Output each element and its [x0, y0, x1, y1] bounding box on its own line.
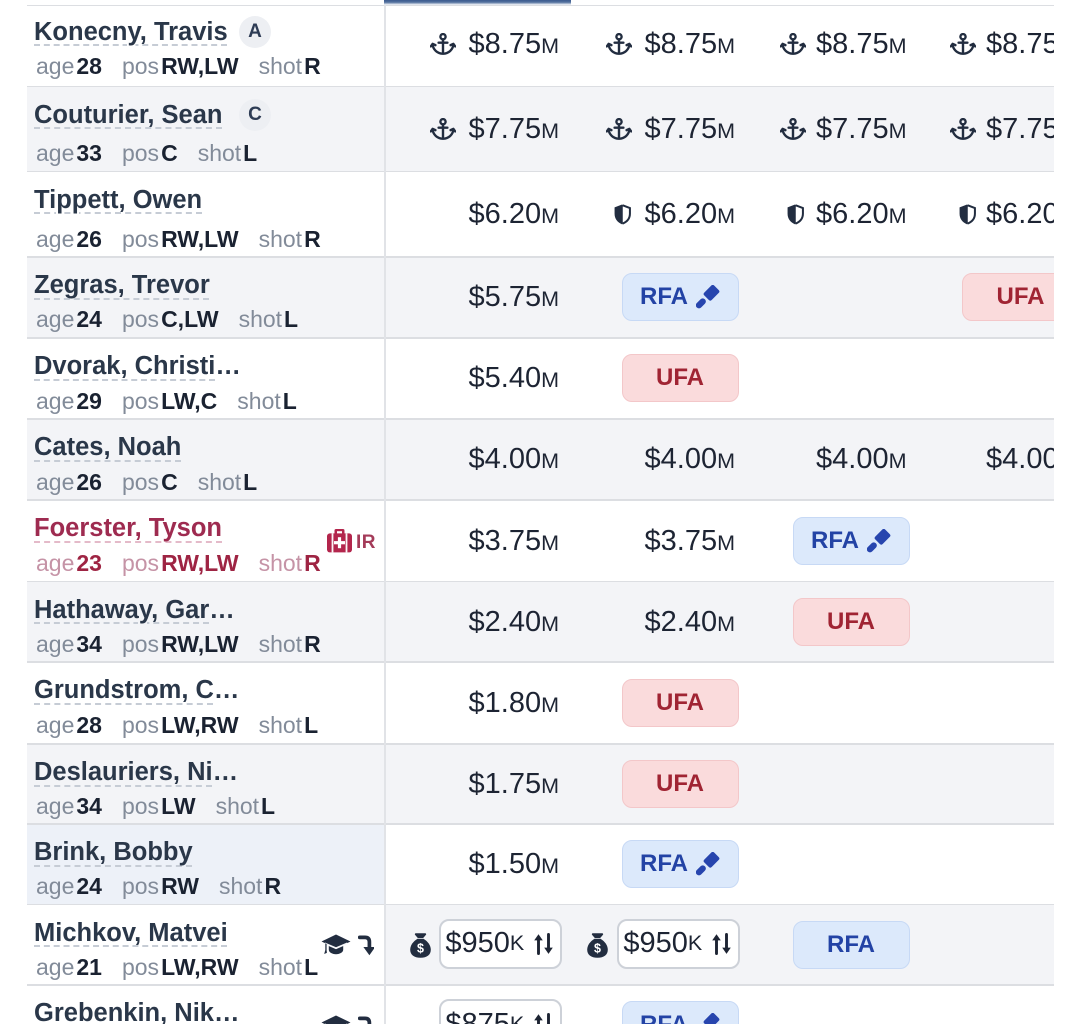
svg-text:$: $ [417, 941, 424, 955]
svg-text:$: $ [594, 941, 601, 955]
